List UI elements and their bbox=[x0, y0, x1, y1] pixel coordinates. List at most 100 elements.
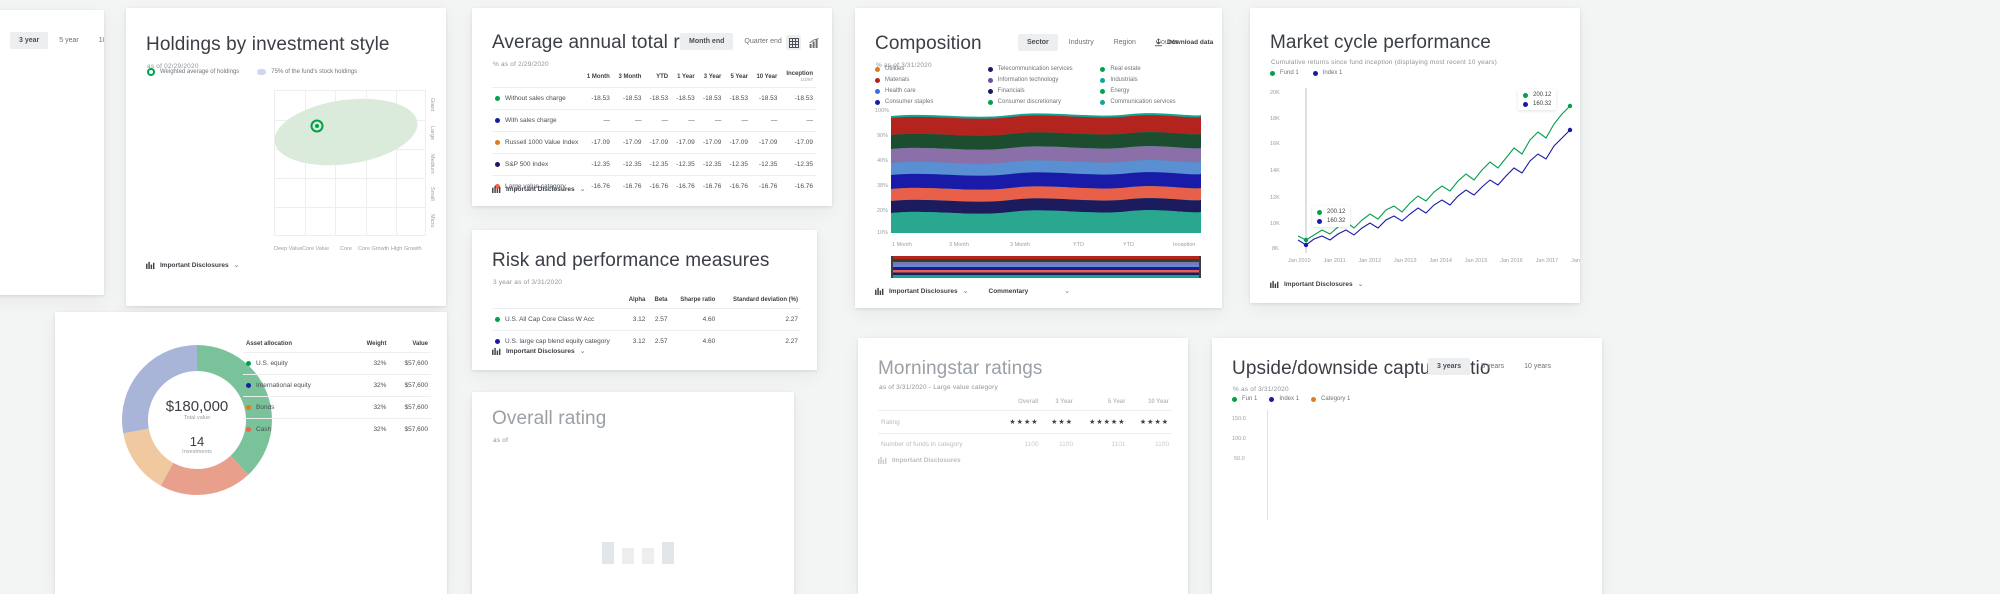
table-row: Rating ★★★★ ★★★ ★★★★★ ★★★★ bbox=[878, 410, 1172, 434]
row-stars-cell: ★★★ bbox=[1041, 410, 1076, 434]
row-value-cell: — bbox=[644, 109, 672, 132]
risk-disclosures-button[interactable]: Important Disclosures ⌄ bbox=[492, 347, 586, 355]
composition-range-brush[interactable] bbox=[891, 256, 1201, 278]
x-tick-core-value: Core Value bbox=[302, 246, 330, 252]
row-stars-cell: ★★★★★ bbox=[1075, 410, 1129, 434]
row-value-cell: $57,600 bbox=[389, 418, 431, 440]
dot-icon bbox=[1100, 88, 1106, 94]
holdings-disclosures-button[interactable]: Important Disclosures ⌄ bbox=[146, 261, 240, 269]
investments-count-label: Investments bbox=[182, 449, 212, 455]
tab-region[interactable]: Region bbox=[1113, 39, 1136, 46]
legend-label: Information technology bbox=[997, 77, 1059, 83]
legend-item: Energy bbox=[1100, 88, 1207, 94]
col-10-year: 10 Year bbox=[756, 73, 778, 80]
capture-legend: Fun 1 Index 1 Category 1 bbox=[1232, 396, 1350, 402]
col-ytd: YTD bbox=[656, 73, 669, 80]
row-value-cell: -18.53 bbox=[671, 87, 698, 110]
composition-tabs[interactable]: Sector Industry Region Counts bbox=[1018, 34, 1187, 51]
returns-subtitle: % as of 2/29/2020 bbox=[493, 61, 549, 68]
x-tick-3-month-a: 3 Month bbox=[949, 242, 969, 248]
tab-3-year[interactable]: 3 year bbox=[10, 32, 49, 49]
dot-icon-index-1 bbox=[1269, 396, 1275, 402]
tab-10-year[interactable]: 10 year bbox=[98, 37, 104, 44]
dot-icon bbox=[875, 66, 880, 72]
tab-3-years[interactable]: 3 years bbox=[1428, 358, 1471, 375]
row-label: Large value category bbox=[505, 183, 566, 190]
dot-icon-index-1 bbox=[1312, 70, 1318, 76]
row-value-cell: -17.09 bbox=[724, 131, 752, 154]
toggle-quarter-end[interactable]: Quarter end bbox=[744, 38, 782, 45]
x-tick-deep-value: Deep Value bbox=[274, 246, 303, 252]
morningstar-title: Morningstar ratings bbox=[878, 358, 1043, 379]
legend-item-weighted-average: Weighted average of holdings bbox=[147, 68, 239, 76]
callout-index-left: 160.32 bbox=[1317, 218, 1345, 224]
composition-disclosures-button[interactable]: Important Disclosures ⌄ bbox=[875, 287, 969, 295]
dot-icon-fund-1 bbox=[1270, 70, 1275, 76]
composition-stream-chart bbox=[891, 108, 1201, 233]
col-5-year: 5 Year bbox=[730, 73, 749, 80]
row-value-cell: — bbox=[724, 109, 752, 132]
tab-5-year[interactable]: 5 year bbox=[59, 37, 79, 44]
returns-disclosures-button[interactable]: Important Disclosures ⌄ bbox=[492, 185, 586, 193]
chevron-down-icon: ⌄ bbox=[579, 186, 586, 193]
mc-y-tick-10k: 10K bbox=[1270, 221, 1280, 227]
y-tick-micro: Micro bbox=[429, 214, 435, 228]
composition-commentary-button[interactable]: Commentary ⌄ bbox=[988, 287, 1071, 296]
callout-value-fund-left: 200.12 bbox=[1327, 209, 1346, 215]
row-value-cell: -12.35 bbox=[612, 153, 645, 176]
toggle-month-end[interactable]: Month end bbox=[680, 33, 734, 50]
col-alpha: Alpha bbox=[628, 297, 646, 303]
table-row: With sales charge — — — — — — — — bbox=[492, 109, 816, 132]
table-row: Bonds 32% $57,600 bbox=[243, 396, 431, 419]
tab-industry[interactable]: Industry bbox=[1068, 39, 1094, 46]
row-value-cell: 1100 bbox=[1041, 433, 1076, 455]
row-label-cell: Large value category bbox=[492, 175, 582, 197]
market-cycle-title: Market cycle performance bbox=[1270, 32, 1491, 53]
capture-period-tabs[interactable]: 3 years 5 years 10 years bbox=[1428, 358, 1560, 375]
tab-sector[interactable]: Sector bbox=[1018, 34, 1058, 51]
brush-handle-left[interactable] bbox=[891, 256, 893, 278]
market-cycle-disclosures-button[interactable]: Important Disclosures ⌄ bbox=[1270, 280, 1364, 288]
chevron-down-icon: ⌄ bbox=[1064, 288, 1071, 295]
legend-label-blob: 75% of the fund's stock holdings bbox=[271, 69, 358, 75]
row-label: With sales charge bbox=[505, 117, 557, 124]
returns-view-switch[interactable] bbox=[786, 35, 822, 50]
legend-label: Utilities bbox=[885, 66, 905, 72]
dot-icon bbox=[987, 99, 993, 105]
brush-handle-right[interactable] bbox=[1199, 256, 1201, 278]
chart-view-icon[interactable] bbox=[807, 35, 822, 50]
returns-period-toggle[interactable]: Month end Quarter end bbox=[680, 33, 791, 50]
mc-y-tick-8k: 8K bbox=[1272, 246, 1279, 252]
returns-disclosures-label: Important Disclosures bbox=[506, 185, 575, 193]
risk-table: Alpha Beta Sharpe ratio Standard deviati… bbox=[492, 292, 801, 352]
risk-disclosures-label: Important Disclosures bbox=[506, 347, 575, 355]
tab-10-years[interactable]: 10 years bbox=[1524, 363, 1551, 370]
legend-label-fun-1: Fun 1 bbox=[1242, 396, 1258, 402]
tab-counts[interactable]: Counts bbox=[1155, 39, 1179, 46]
col-inception-label: Inception bbox=[786, 71, 813, 77]
holdings-legend: Weighted average of holdings 75% of the … bbox=[147, 68, 357, 76]
col-value: Value bbox=[412, 341, 428, 347]
holdings-subtitle: as of 02/29/2020 bbox=[147, 63, 199, 70]
period-tab-group[interactable]: 3 year 5 year 10 year bbox=[10, 32, 104, 49]
legend-label-index-1: Index 1 bbox=[1322, 70, 1343, 76]
x-tick-ytd-b: YTD bbox=[1123, 242, 1134, 248]
row-label-cell: U.S. large cap blend equity category bbox=[492, 330, 622, 352]
row-label-cell: Rating bbox=[878, 410, 998, 434]
returns-header-row: 1 Month 3 Month YTD 1 Year 3 Year 5 Year… bbox=[492, 66, 816, 88]
composition-commentary-label: Commentary bbox=[988, 287, 1029, 295]
row-value-cell: -12.35 bbox=[697, 153, 725, 176]
morningstar-disclosures-button[interactable]: Important Disclosures bbox=[878, 456, 961, 464]
row-label: U.S. equity bbox=[256, 360, 288, 367]
row-value-cell: 3.12 bbox=[622, 308, 649, 331]
x-tick-ytd-a: YTD bbox=[1073, 242, 1084, 248]
capture-title: Upside/downside capture ratio bbox=[1232, 358, 1491, 379]
dot-icon-fun-1 bbox=[1232, 396, 1237, 402]
download-data-button[interactable]: Download data bbox=[1154, 38, 1213, 47]
row-color-dot-icon bbox=[495, 140, 500, 145]
legend-item-index-1: Index 1 bbox=[1312, 70, 1343, 76]
legend-label: Energy bbox=[1110, 88, 1130, 94]
legend-label: Financials bbox=[997, 88, 1025, 94]
table-view-icon[interactable] bbox=[786, 35, 801, 50]
tab-5-years[interactable]: 5 years bbox=[1481, 363, 1505, 370]
